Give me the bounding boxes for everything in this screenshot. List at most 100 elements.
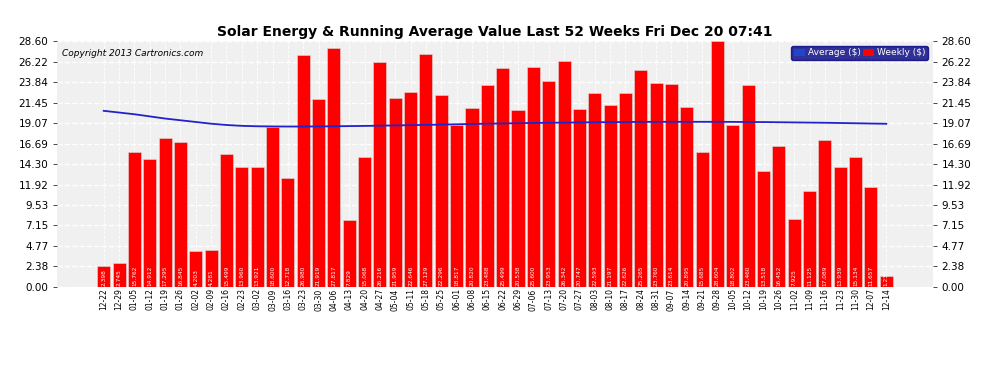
Text: 23.488: 23.488 bbox=[485, 265, 490, 286]
Bar bbox=[389, 98, 402, 287]
Text: 2.745: 2.745 bbox=[117, 269, 122, 286]
Bar bbox=[113, 263, 126, 287]
Bar bbox=[803, 191, 816, 287]
Bar bbox=[404, 92, 417, 287]
Text: 25.499: 25.499 bbox=[500, 265, 505, 286]
Bar bbox=[727, 125, 740, 287]
Text: 15.499: 15.499 bbox=[224, 265, 229, 286]
Bar bbox=[527, 67, 540, 287]
Text: 18.802: 18.802 bbox=[731, 265, 736, 286]
Bar bbox=[742, 86, 754, 287]
Title: Solar Energy & Running Average Value Last 52 Weeks Fri Dec 20 07:41: Solar Energy & Running Average Value Las… bbox=[217, 25, 773, 39]
Bar bbox=[696, 152, 709, 287]
Bar bbox=[250, 167, 263, 287]
Text: 23.953: 23.953 bbox=[546, 265, 551, 286]
Bar bbox=[880, 276, 893, 287]
Text: 18.817: 18.817 bbox=[454, 265, 459, 286]
Bar bbox=[266, 127, 279, 287]
Text: 20.538: 20.538 bbox=[516, 265, 521, 286]
Text: 14.912: 14.912 bbox=[148, 265, 152, 286]
Text: 11.657: 11.657 bbox=[868, 266, 873, 286]
Text: 26.342: 26.342 bbox=[561, 265, 566, 286]
Bar bbox=[373, 62, 386, 287]
Bar bbox=[557, 61, 570, 287]
Text: 23.760: 23.760 bbox=[653, 265, 658, 286]
Bar bbox=[450, 125, 463, 287]
Bar bbox=[328, 48, 341, 287]
Text: 4.281: 4.281 bbox=[209, 269, 214, 286]
Text: 15.685: 15.685 bbox=[700, 265, 705, 286]
Bar bbox=[665, 84, 678, 287]
Bar bbox=[205, 250, 218, 287]
Bar bbox=[97, 266, 110, 287]
Bar bbox=[420, 54, 433, 287]
Text: 21.919: 21.919 bbox=[316, 265, 321, 286]
Text: 16.845: 16.845 bbox=[178, 265, 183, 286]
Bar bbox=[619, 93, 632, 287]
Bar bbox=[512, 111, 525, 287]
Text: 15.068: 15.068 bbox=[362, 265, 367, 286]
Text: 7.925: 7.925 bbox=[792, 269, 797, 286]
Text: 13.921: 13.921 bbox=[254, 265, 259, 286]
Bar bbox=[158, 138, 171, 287]
Bar bbox=[312, 99, 325, 287]
Text: 20.747: 20.747 bbox=[577, 265, 582, 286]
Bar bbox=[496, 68, 509, 287]
Text: 27.129: 27.129 bbox=[424, 265, 429, 286]
Text: 15.762: 15.762 bbox=[132, 265, 137, 286]
Bar bbox=[864, 187, 877, 287]
Bar bbox=[189, 251, 202, 287]
Text: 1.236: 1.236 bbox=[884, 269, 889, 286]
Text: 13.939: 13.939 bbox=[838, 265, 842, 286]
Text: 23.614: 23.614 bbox=[669, 265, 674, 286]
Text: 13.960: 13.960 bbox=[240, 265, 245, 286]
Bar bbox=[220, 154, 233, 287]
Text: 25.600: 25.600 bbox=[531, 265, 536, 286]
Bar bbox=[834, 167, 846, 287]
Text: 20.895: 20.895 bbox=[684, 265, 689, 286]
Bar bbox=[297, 55, 310, 287]
Bar bbox=[680, 107, 693, 287]
Text: 17.089: 17.089 bbox=[823, 265, 828, 286]
Text: 21.959: 21.959 bbox=[393, 265, 398, 286]
Text: 22.646: 22.646 bbox=[408, 265, 413, 286]
Bar bbox=[481, 85, 494, 287]
Text: 21.197: 21.197 bbox=[608, 265, 613, 286]
Bar bbox=[849, 157, 862, 287]
Text: 15.134: 15.134 bbox=[853, 265, 858, 286]
Text: Copyright 2013 Cartronics.com: Copyright 2013 Cartronics.com bbox=[61, 49, 203, 58]
Text: 12.718: 12.718 bbox=[285, 265, 290, 286]
Text: 20.820: 20.820 bbox=[469, 265, 474, 286]
Bar bbox=[635, 70, 647, 287]
Text: 27.817: 27.817 bbox=[332, 265, 337, 286]
Text: 22.593: 22.593 bbox=[592, 265, 597, 286]
Bar bbox=[236, 167, 248, 287]
Text: 25.265: 25.265 bbox=[639, 265, 644, 286]
Bar bbox=[757, 171, 770, 287]
Text: 26.980: 26.980 bbox=[301, 265, 306, 286]
Bar bbox=[281, 178, 294, 287]
Bar bbox=[144, 159, 156, 287]
Bar bbox=[128, 152, 141, 287]
Text: 16.452: 16.452 bbox=[776, 265, 781, 286]
Bar bbox=[465, 108, 478, 287]
Text: 4.203: 4.203 bbox=[193, 269, 198, 286]
Text: 22.626: 22.626 bbox=[623, 265, 628, 286]
Text: 11.125: 11.125 bbox=[807, 266, 812, 286]
Text: 13.518: 13.518 bbox=[761, 265, 766, 286]
Text: 28.604: 28.604 bbox=[715, 265, 720, 286]
Bar bbox=[788, 219, 801, 287]
Bar bbox=[358, 158, 371, 287]
Bar bbox=[343, 220, 355, 287]
Text: 22.296: 22.296 bbox=[439, 265, 444, 286]
Text: 7.829: 7.829 bbox=[346, 269, 351, 286]
Bar bbox=[604, 105, 617, 287]
Text: 18.600: 18.600 bbox=[270, 265, 275, 286]
Bar bbox=[435, 95, 447, 287]
Bar bbox=[174, 142, 187, 287]
Bar bbox=[711, 41, 724, 287]
Text: 23.460: 23.460 bbox=[745, 265, 750, 286]
Bar bbox=[588, 93, 601, 287]
Text: 2.398: 2.398 bbox=[101, 269, 106, 286]
Bar bbox=[543, 81, 555, 287]
